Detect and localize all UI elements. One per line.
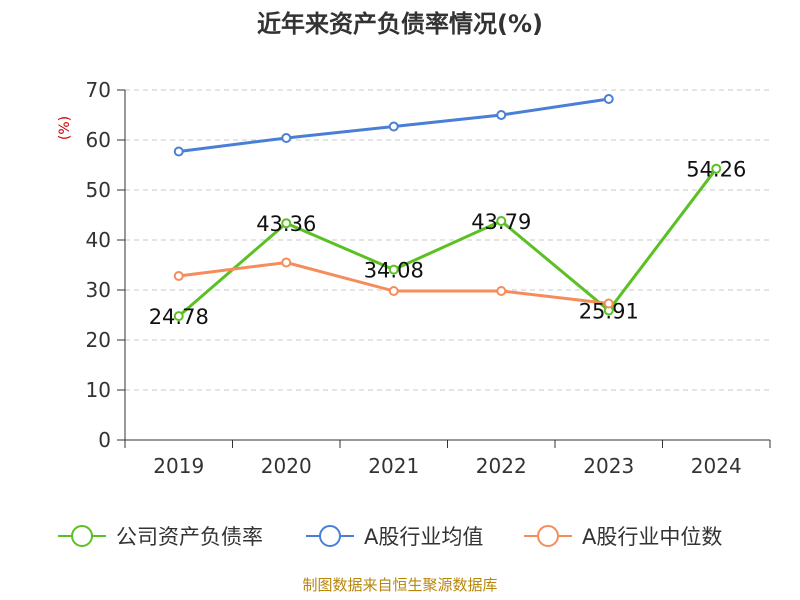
data-point[interactable] <box>281 218 292 229</box>
legend[interactable]: 公司资产负债率 A股行业均值 A股行业中位数 <box>58 525 722 549</box>
data-label: 25.91 <box>579 299 639 323</box>
chart-title: 近年来资产负债率情况(%) <box>257 10 543 38</box>
y-tick-label: 50 <box>86 178 111 202</box>
data-label: 24.78 <box>149 305 209 329</box>
series-group <box>173 94 722 322</box>
source-note: 制图数据来自恒生聚源数据库 <box>302 576 497 594</box>
y-tick-label: 60 <box>86 128 111 152</box>
y-tick-label: 30 <box>86 278 111 302</box>
x-tick-label: 2022 <box>476 454 527 478</box>
axes: 0 10 20 30 40 50 60 70 2019 2020 2021 2022 2023 2024 <box>86 78 771 478</box>
data-point[interactable] <box>281 133 292 143</box>
data-point[interactable] <box>281 257 292 268</box>
legend-marker-icon <box>319 525 341 547</box>
x-tick-label: 2023 <box>583 454 634 478</box>
data-point[interactable] <box>388 286 399 296</box>
legend-item[interactable]: 公司资产负债率 <box>58 525 263 549</box>
y-tick-label: 70 <box>86 78 111 102</box>
data-point[interactable] <box>173 311 184 322</box>
data-point[interactable] <box>603 94 614 104</box>
data-point[interactable] <box>603 298 614 309</box>
series-line <box>177 167 718 318</box>
data-label: 54.26 <box>686 158 746 182</box>
y-tick-label: 20 <box>86 328 111 352</box>
grid <box>125 89 770 391</box>
legend-item[interactable]: A股行业中位数 <box>524 525 722 549</box>
legend-label: A股行业均值 <box>364 525 483 549</box>
x-tick-label: 2021 <box>368 454 419 478</box>
y-axis-label: (%) <box>57 116 73 140</box>
data-point[interactable] <box>496 110 507 120</box>
data-point[interactable] <box>388 264 399 275</box>
x-tick-label: 2019 <box>153 454 204 478</box>
data-labels: 24.78 43.36 34.08 43.79 25.91 54.26 <box>149 158 747 329</box>
legend-item[interactable]: A股行业均值 <box>306 525 483 549</box>
data-point[interactable] <box>496 286 507 296</box>
data-point[interactable] <box>173 271 184 281</box>
legend-label: 公司资产负债率 <box>116 525 263 549</box>
y-tick-label: 10 <box>86 378 111 402</box>
data-label: 43.36 <box>256 212 316 236</box>
data-point[interactable] <box>496 216 507 227</box>
y-tick-label: 40 <box>86 228 111 252</box>
legend-label: A股行业中位数 <box>582 525 722 549</box>
x-tick-label: 2024 <box>691 454 742 478</box>
data-label: 34.08 <box>364 259 424 283</box>
x-tick-label: 2020 <box>261 454 312 478</box>
y-tick-label: 0 <box>98 428 111 452</box>
data-point[interactable] <box>173 146 184 157</box>
legend-marker-icon <box>71 525 93 547</box>
legend-marker-icon <box>537 525 559 547</box>
data-label: 43.79 <box>471 210 531 234</box>
data-point[interactable] <box>388 121 399 132</box>
data-point[interactable] <box>711 163 722 174</box>
